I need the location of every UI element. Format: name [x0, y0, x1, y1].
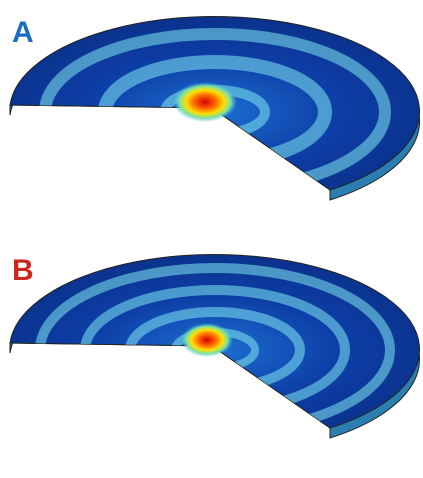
hotspot	[173, 82, 237, 122]
panel: B	[10, 254, 420, 438]
figure: A B	[0, 0, 423, 478]
hotspot	[181, 323, 233, 357]
page: A B (() => { const data = JSON.parse(doc…	[0, 0, 423, 478]
panel-label: A	[12, 16, 34, 49]
panel: A	[10, 16, 420, 200]
panel-label: B	[12, 254, 34, 287]
